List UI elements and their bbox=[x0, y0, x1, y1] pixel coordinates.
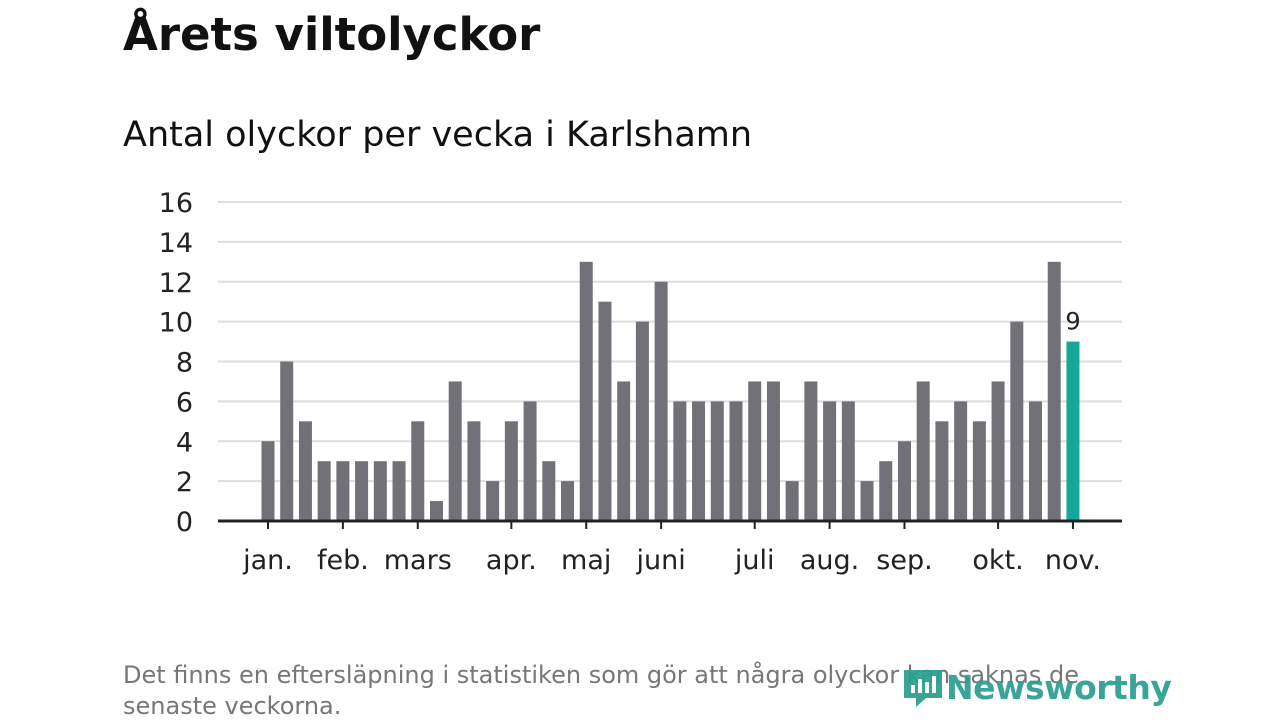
x-tick-label: feb. bbox=[317, 545, 369, 576]
y-tick-label: 10 bbox=[159, 308, 193, 339]
bar bbox=[542, 461, 556, 521]
bar bbox=[748, 381, 762, 521]
brand-name: Newsworthy bbox=[946, 667, 1172, 707]
x-tick-label: apr. bbox=[486, 545, 537, 576]
y-tick-label: 14 bbox=[159, 228, 193, 259]
bar bbox=[897, 441, 911, 521]
x-tick-label: jan. bbox=[242, 545, 293, 576]
bar bbox=[280, 361, 294, 521]
bar bbox=[804, 381, 818, 521]
y-tick-label: 16 bbox=[159, 188, 193, 219]
bar bbox=[411, 421, 425, 521]
bar bbox=[654, 281, 668, 521]
y-tick-label: 4 bbox=[176, 427, 193, 458]
bar bbox=[261, 441, 275, 521]
bar bbox=[823, 401, 837, 522]
bar bbox=[504, 421, 518, 521]
bar bbox=[523, 401, 537, 522]
bar bbox=[298, 421, 312, 521]
bar bbox=[785, 481, 799, 522]
bar-highlight bbox=[1066, 341, 1080, 521]
gridlines bbox=[218, 201, 1122, 483]
bar bbox=[860, 481, 874, 522]
x-tick-label: okt. bbox=[972, 545, 1023, 576]
data-label-latest: 9 bbox=[1065, 308, 1080, 336]
x-tick-label: maj bbox=[561, 545, 611, 576]
bar bbox=[954, 401, 968, 522]
bar bbox=[617, 381, 631, 521]
x-tick-label: sep. bbox=[876, 545, 932, 576]
bar bbox=[935, 421, 949, 521]
y-tick-label: 2 bbox=[176, 467, 193, 498]
x-tick-label: mars bbox=[384, 545, 452, 576]
bar bbox=[879, 461, 893, 521]
bar bbox=[561, 481, 575, 522]
bar bbox=[1010, 321, 1024, 522]
bar bbox=[673, 401, 687, 522]
y-tick-label: 6 bbox=[176, 387, 193, 418]
bar bbox=[467, 421, 481, 521]
data-labels: 9 bbox=[1065, 308, 1080, 336]
bar bbox=[1047, 261, 1061, 521]
bar bbox=[355, 461, 369, 521]
x-tick-label: nov. bbox=[1045, 545, 1101, 576]
y-tick-label: 12 bbox=[159, 268, 193, 299]
bar bbox=[710, 401, 724, 522]
y-tick-label: 0 bbox=[176, 507, 193, 538]
brand-logo: Newsworthy bbox=[900, 664, 1172, 710]
bar bbox=[392, 461, 406, 521]
bar bbox=[486, 481, 500, 522]
bar bbox=[841, 401, 855, 522]
bar bbox=[317, 461, 331, 521]
bars bbox=[261, 261, 1080, 522]
bar bbox=[692, 401, 706, 522]
bar bbox=[448, 381, 462, 521]
bar bbox=[972, 421, 986, 521]
x-tick-label: juli bbox=[734, 545, 775, 576]
bar bbox=[635, 321, 649, 522]
bar bbox=[729, 401, 743, 522]
x-tick-label: juni bbox=[636, 545, 686, 576]
bar bbox=[916, 381, 930, 521]
y-tick-label: 8 bbox=[176, 348, 193, 379]
x-tick-label: aug. bbox=[800, 545, 859, 576]
bar bbox=[766, 381, 780, 521]
newsworthy-logo-icon bbox=[904, 670, 942, 707]
bar bbox=[1029, 401, 1043, 522]
chart-title: Årets viltolyckor bbox=[123, 8, 541, 61]
bar bbox=[429, 501, 443, 521]
y-axis-tick-labels: 0 2 4 6 8 10 12 14 16 bbox=[159, 188, 193, 538]
bar bbox=[991, 381, 1005, 521]
bar bbox=[579, 261, 593, 521]
x-axis-ticks: jan. feb. mars apr. maj juni juli aug. sep. okt. n… bbox=[242, 521, 1101, 576]
chart-subtitle: Antal olyckor per vecka i Karlshamn bbox=[123, 115, 753, 155]
bar bbox=[373, 461, 387, 521]
bar bbox=[598, 301, 612, 521]
bar-chart: 0 2 4 6 8 10 12 14 16 jan. feb. mars apr. maj juni jul… bbox=[159, 188, 1122, 576]
bar bbox=[336, 461, 350, 521]
